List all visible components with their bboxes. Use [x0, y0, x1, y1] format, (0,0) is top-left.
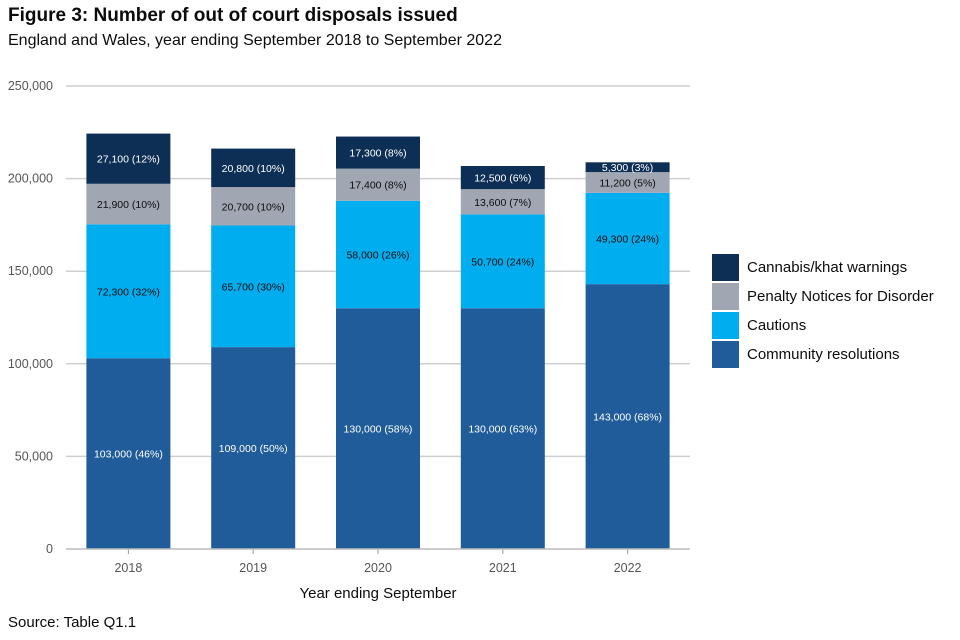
data-label: 12,500 (6%)	[474, 173, 531, 185]
data-label: 130,000 (58%)	[344, 424, 413, 436]
data-label: 13,600 (7%)	[474, 197, 531, 209]
x-tick-label: 2018	[114, 561, 142, 575]
bar-segment	[211, 148, 296, 188]
legend-label-community: Community resolutions	[747, 346, 900, 363]
legend-swatch-cannabis	[712, 254, 739, 281]
y-tick-label: 250,000	[8, 79, 53, 93]
data-label: 11,200 (5%)	[599, 177, 655, 189]
legend-label-cautions: Cautions	[747, 317, 807, 334]
legend-item-cannabis: Cannabis/khat warnings	[712, 253, 934, 282]
bar-segment	[211, 347, 296, 549]
data-label: 17,300 (8%)	[349, 148, 406, 160]
data-label: 21,900 (10%)	[97, 199, 160, 211]
data-label: 5,300 (3%)	[602, 162, 653, 174]
y-tick-label: 100,000	[8, 357, 53, 371]
data-label: 109,000 (50%)	[219, 443, 288, 455]
data-label: 143,000 (68%)	[593, 412, 662, 424]
bar-segment	[86, 224, 171, 359]
bar-segment	[86, 133, 171, 184]
chart-subtitle: England and Wales, year ending September…	[8, 32, 502, 49]
chart-source: Source: Table Q1.1	[8, 614, 137, 631]
legend-item-cautions: Cautions	[712, 311, 934, 340]
bar-segment	[86, 183, 171, 225]
legend-swatch-community	[712, 341, 739, 368]
bar-segment	[336, 136, 420, 169]
data-label: 27,100 (12%)	[97, 154, 160, 166]
legend-label-pnd: Penalty Notices for Disorder	[747, 288, 934, 305]
data-label: 20,700 (10%)	[222, 201, 285, 213]
legend-item-community: Community resolutions	[712, 340, 934, 369]
bar-segment	[585, 284, 670, 549]
data-label: 20,800 (10%)	[222, 163, 285, 175]
data-label: 50,700 (24%)	[471, 256, 534, 268]
data-label: 58,000 (26%)	[346, 250, 409, 262]
x-tick-label: 2020	[364, 561, 392, 575]
bar-segment	[336, 308, 420, 549]
x-tick-label: 2021	[489, 561, 517, 575]
x-tick-label: 2019	[239, 561, 267, 575]
chart-title: Figure 3: Number of out of court disposa…	[8, 5, 458, 26]
legend-swatch-pnd	[712, 283, 739, 310]
legend-label-cannabis: Cannabis/khat warnings	[747, 259, 908, 276]
bar-segment	[460, 189, 545, 215]
data-label: 130,000 (63%)	[468, 424, 537, 436]
bar-segment	[585, 162, 670, 173]
data-label: 72,300 (32%)	[97, 286, 160, 298]
legend-swatch-cautions	[712, 312, 739, 339]
data-label: 49,300 (24%)	[596, 234, 659, 246]
y-tick-label: 150,000	[8, 264, 53, 278]
x-tick-label: 2022	[614, 561, 642, 575]
chart-legend: Cannabis/khat warnings Penalty Notices f…	[712, 253, 934, 369]
legend-item-pnd: Penalty Notices for Disorder	[712, 282, 934, 311]
x-axis-title: Year ending September	[299, 585, 456, 602]
bar-segment	[460, 214, 545, 309]
y-tick-label: 50,000	[15, 449, 53, 463]
bar-segment	[460, 166, 545, 190]
y-tick-label: 0	[46, 542, 53, 556]
bar-segment	[211, 187, 296, 226]
bar-segment	[585, 192, 670, 285]
bar-segment	[86, 358, 171, 549]
bar-segment	[336, 200, 420, 309]
data-label: 65,700 (30%)	[222, 281, 285, 293]
bar-segment	[585, 172, 670, 193]
data-label: 17,400 (8%)	[349, 180, 406, 192]
bar-segment	[460, 308, 545, 549]
bar-segment	[336, 168, 420, 201]
data-label: 103,000 (46%)	[94, 449, 163, 461]
bar-segment	[211, 225, 296, 348]
y-tick-label: 200,000	[8, 172, 53, 186]
